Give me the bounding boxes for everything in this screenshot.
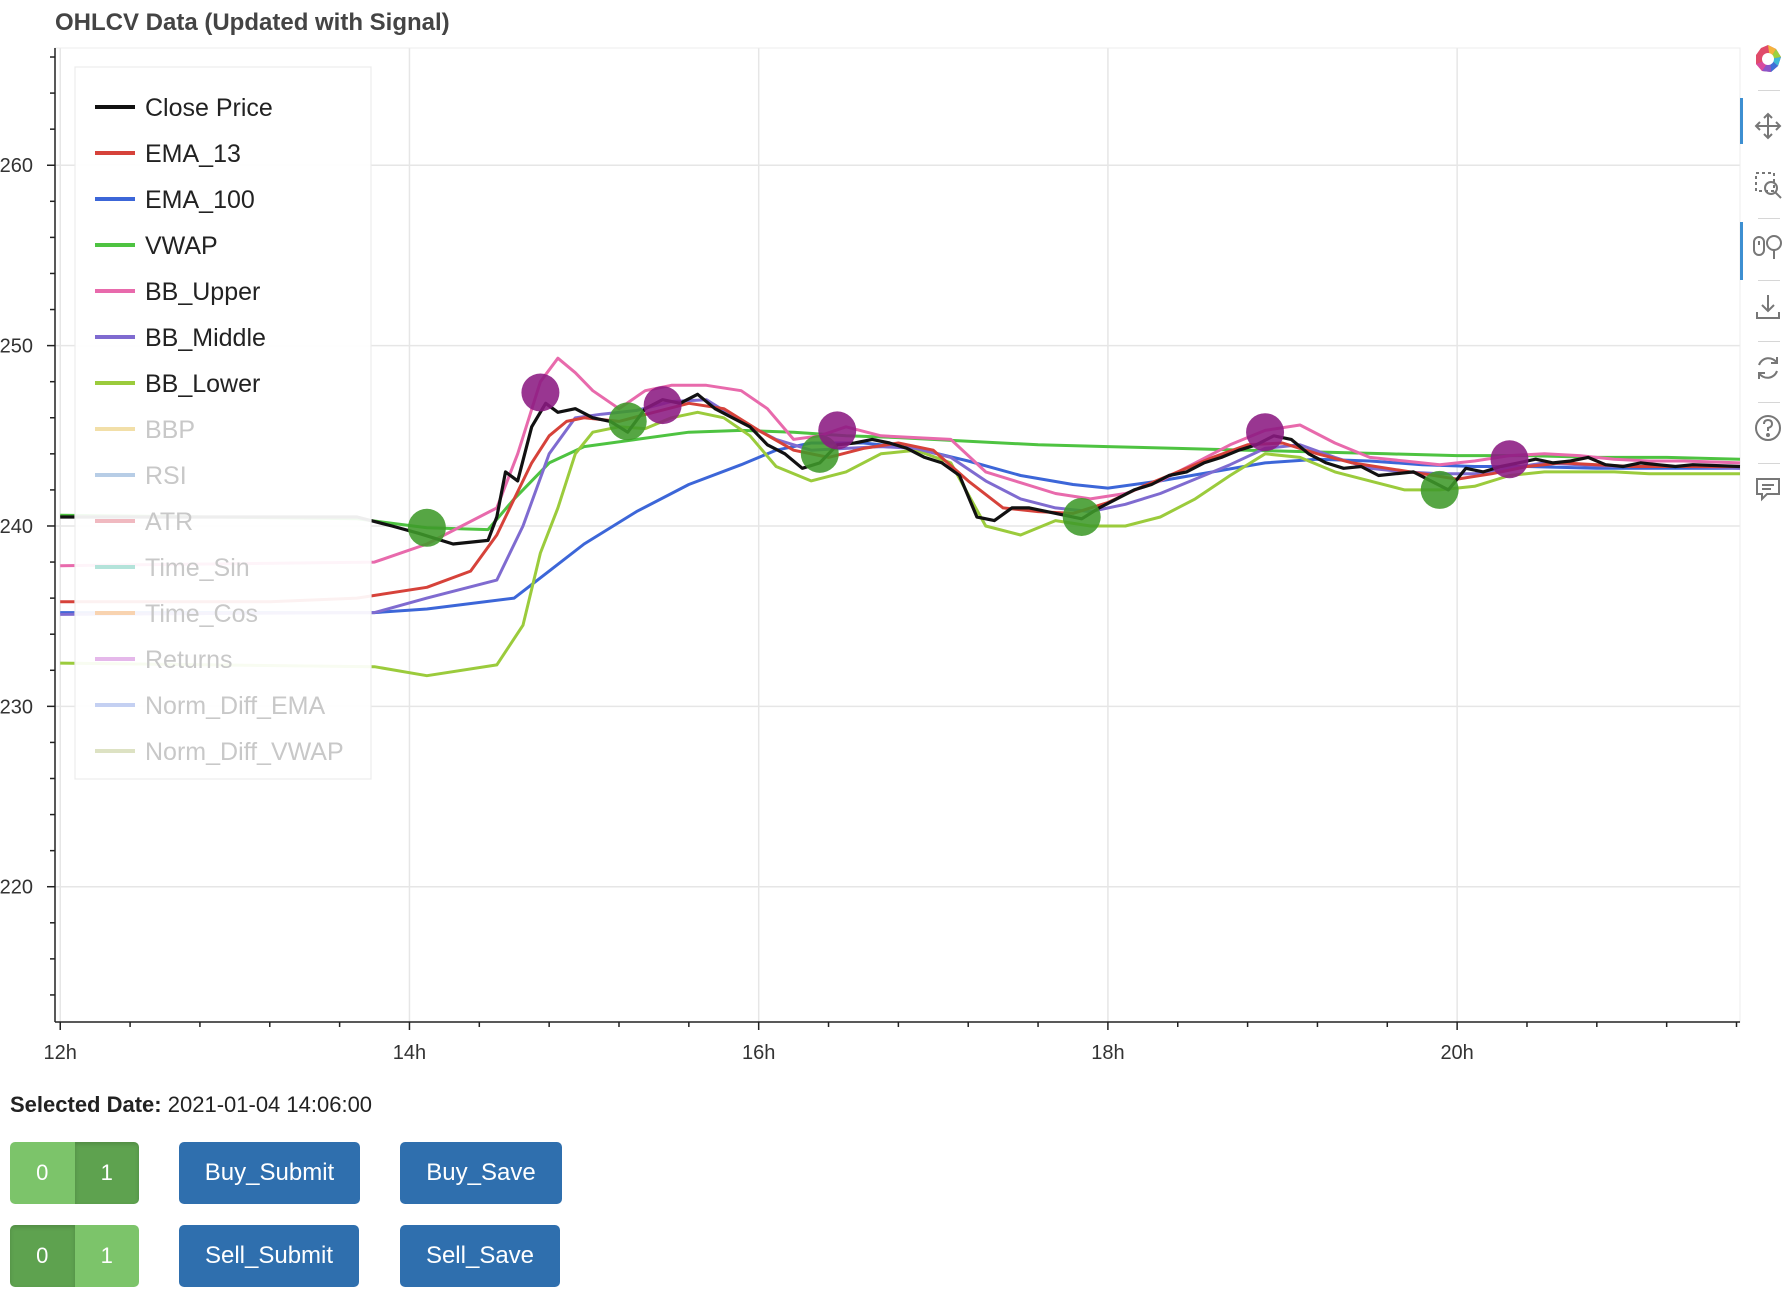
legend-label: BBP: [145, 416, 195, 444]
selected-date-label: Selected Date:: [10, 1092, 162, 1117]
toolbar-divider: [1758, 341, 1780, 342]
legend[interactable]: Close Price EMA_13 EMA_100 VWAP BB_Upper BB_M…: [74, 66, 372, 780]
sell-signal-marker: [1246, 413, 1285, 452]
buy-signal-marker: [1420, 470, 1459, 509]
sell-save-button[interactable]: Sell_Save: [400, 1225, 560, 1287]
sell-signal-marker: [818, 411, 857, 450]
sell-toggle-1[interactable]: 1: [74, 1225, 139, 1287]
toolbar-divider: [1758, 90, 1780, 91]
hover-icon[interactable]: [1750, 471, 1786, 507]
legend-label: Norm_Diff_VWAP: [145, 738, 344, 766]
legend-label: Close Price: [145, 94, 273, 122]
save-icon[interactable]: [1750, 289, 1786, 325]
legend-item-rsi[interactable]: RSI: [95, 462, 187, 490]
legend-label: VWAP: [145, 232, 218, 260]
y-tick-label: 240: [0, 516, 33, 538]
legend-item-bbp[interactable]: BBP: [95, 416, 195, 444]
help-icon[interactable]: [1750, 410, 1786, 446]
sell-signal-toggle[interactable]: 0 1: [10, 1225, 139, 1287]
legend-item-ema-100[interactable]: EMA_100: [95, 186, 255, 214]
active-tool-indicator: [1740, 222, 1743, 280]
y-tick-label: 250: [0, 336, 33, 358]
legend-label: BB_Upper: [145, 278, 260, 306]
legend-item-vwap[interactable]: VWAP: [95, 232, 218, 260]
toolbar-divider: [1758, 280, 1780, 281]
buy-toggle-0[interactable]: 0: [10, 1142, 75, 1204]
chart-canvas[interactable]: OHLCV Data (Updated with Signal) 2202302…: [0, 0, 1792, 1080]
x-tick-label: 12h: [44, 1042, 77, 1064]
sell-signal-marker: [1490, 440, 1529, 479]
buy-signal-marker: [407, 508, 446, 547]
sell-submit-button[interactable]: Sell_Submit: [179, 1225, 359, 1287]
buy-toggle-1[interactable]: 1: [74, 1142, 139, 1204]
legend-label: Time_Sin: [145, 554, 250, 582]
bokeh-logo-icon[interactable]: [1750, 42, 1786, 78]
legend-item-atr[interactable]: ATR: [95, 508, 193, 536]
y-tick-label: 260: [0, 155, 33, 177]
y-tick-label: 230: [0, 696, 33, 718]
buy-submit-button[interactable]: Buy_Submit: [179, 1142, 360, 1204]
legend-label: Time_Cos: [145, 600, 258, 628]
legend-item-close-price[interactable]: Close Price: [95, 94, 273, 122]
buy-signal-marker: [608, 402, 647, 441]
wheel-zoom-icon[interactable]: [1750, 228, 1786, 264]
legend-item-bb-upper[interactable]: BB_Upper: [95, 278, 260, 306]
axes: 220 230 240 250 260 12h 14h 16h 18h 20h: [0, 48, 1740, 1064]
legend-item-ema-13[interactable]: EMA_13: [95, 140, 241, 168]
toolbar-divider: [1758, 218, 1780, 219]
toolbar-divider: [1758, 463, 1780, 464]
selected-date-display: Selected Date: 2021-01-04 14:06:00: [10, 1092, 372, 1118]
x-tick-label: 14h: [393, 1042, 426, 1064]
series-line-ema-100: [60, 441, 1740, 615]
buy-save-button[interactable]: Buy_Save: [400, 1142, 562, 1204]
x-tick-label: 18h: [1091, 1042, 1124, 1064]
legend-item-norm-diff-vwap[interactable]: Norm_Diff_VWAP: [95, 738, 344, 766]
buy-signal-toggle[interactable]: 0 1: [10, 1142, 139, 1204]
series-line-bb-upper: [60, 356, 1741, 568]
selected-date-value: 2021-01-04 14:06:00: [167, 1092, 373, 1117]
toolbar-divider: [1758, 402, 1780, 403]
series-layer: [60, 356, 1741, 678]
chart-title: OHLCV Data (Updated with Signal): [55, 9, 450, 36]
sell-signal-marker: [643, 386, 682, 425]
legend-item-bb-lower[interactable]: BB_Lower: [95, 370, 260, 398]
legend-item-time-sin[interactable]: Time_Sin: [95, 554, 250, 582]
legend-item-bb-middle[interactable]: BB_Middle: [95, 324, 266, 352]
legend-item-time-cos[interactable]: Time_Cos: [95, 600, 258, 628]
legend-label: Returns: [145, 646, 233, 674]
legend-label: EMA_100: [145, 186, 255, 214]
legend-label: EMA_13: [145, 140, 241, 168]
x-tick-label: 20h: [1440, 1042, 1473, 1064]
legend-label: BB_Lower: [145, 370, 260, 398]
active-tool-indicator: [1740, 98, 1743, 144]
legend-label: RSI: [145, 462, 187, 490]
signal-markers: [407, 373, 1529, 547]
buy-signal-marker: [1062, 497, 1101, 536]
legend-item-returns[interactable]: Returns: [95, 646, 233, 674]
legend-item-norm-diff-ema[interactable]: Norm_Diff_EMA: [95, 692, 325, 720]
sell-toggle-0[interactable]: 0: [10, 1225, 75, 1287]
box-zoom-icon[interactable]: [1750, 167, 1786, 203]
legend-label: Norm_Diff_EMA: [145, 692, 325, 720]
series-line-close-price: [60, 392, 1741, 546]
x-tick-label: 16h: [742, 1042, 775, 1064]
sell-signal-marker: [521, 373, 560, 412]
legend-label: ATR: [145, 508, 193, 536]
y-tick-label: 220: [0, 877, 33, 899]
pan-icon[interactable]: [1750, 108, 1786, 144]
series-line-bb-lower: [60, 410, 1740, 678]
reset-icon[interactable]: [1750, 350, 1786, 386]
legend-label: BB_Middle: [145, 324, 266, 352]
